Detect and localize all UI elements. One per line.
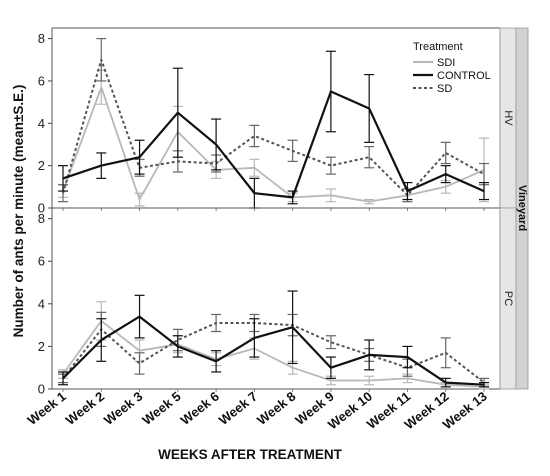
y-tick-label: 2 <box>38 339 45 354</box>
y-tick-label: 8 <box>38 211 45 226</box>
series-control <box>58 50 489 209</box>
y-tick-label: 6 <box>38 254 45 269</box>
x-tick-label: Week 5 <box>139 389 183 428</box>
y-tick-label: 6 <box>38 73 45 88</box>
series-line <box>62 86 485 203</box>
facet-strip-box <box>515 27 529 390</box>
series-line <box>62 315 485 386</box>
panel-pc: PC 0 2 4 6 8 <box>38 207 517 397</box>
x-tick-label: Week 7 <box>216 389 260 428</box>
series-sdi <box>58 69 489 207</box>
series-sd <box>58 311 489 388</box>
y-tick-label: 2 <box>38 158 45 173</box>
panel-label: PC <box>502 291 514 306</box>
x-tick-label: Week 6 <box>178 389 222 428</box>
panel-label: HV <box>502 110 514 126</box>
y-tick-label: 4 <box>38 296 45 311</box>
x-tick-label: Week 2 <box>63 389 107 428</box>
y-axis-title: Number of ants per minute (mean±S.E.) <box>11 85 26 338</box>
series-line <box>62 90 485 199</box>
legend-label: SDI <box>437 57 455 69</box>
series-line <box>62 58 485 197</box>
panel-hv: HV 0 2 4 6 8 <box>38 27 517 216</box>
legend-label: SD <box>437 83 452 95</box>
x-tick-label: Week 8 <box>254 389 298 428</box>
series-sdi <box>58 301 489 390</box>
legend-title: Treatment <box>413 41 463 53</box>
facet-strip: Vineyard <box>515 27 529 390</box>
series-line <box>62 322 485 384</box>
panel-frame <box>51 207 501 390</box>
facet-title: Vineyard <box>516 185 528 231</box>
y-tick-label: 0 <box>38 382 45 397</box>
x-axis-title: WEEKS AFTER TREATMENT <box>158 447 342 462</box>
x-tick-label: Week 1 <box>24 389 68 428</box>
y-tick-label: 0 <box>38 201 45 216</box>
y-tick-label: 8 <box>38 31 45 46</box>
y-tick-label: 4 <box>38 116 45 131</box>
series-sd <box>58 37 489 203</box>
x-tick-label: Week 3 <box>101 389 145 428</box>
series-line <box>62 319 485 388</box>
series-control <box>58 290 489 388</box>
legend-label: CONTROL <box>437 70 491 82</box>
